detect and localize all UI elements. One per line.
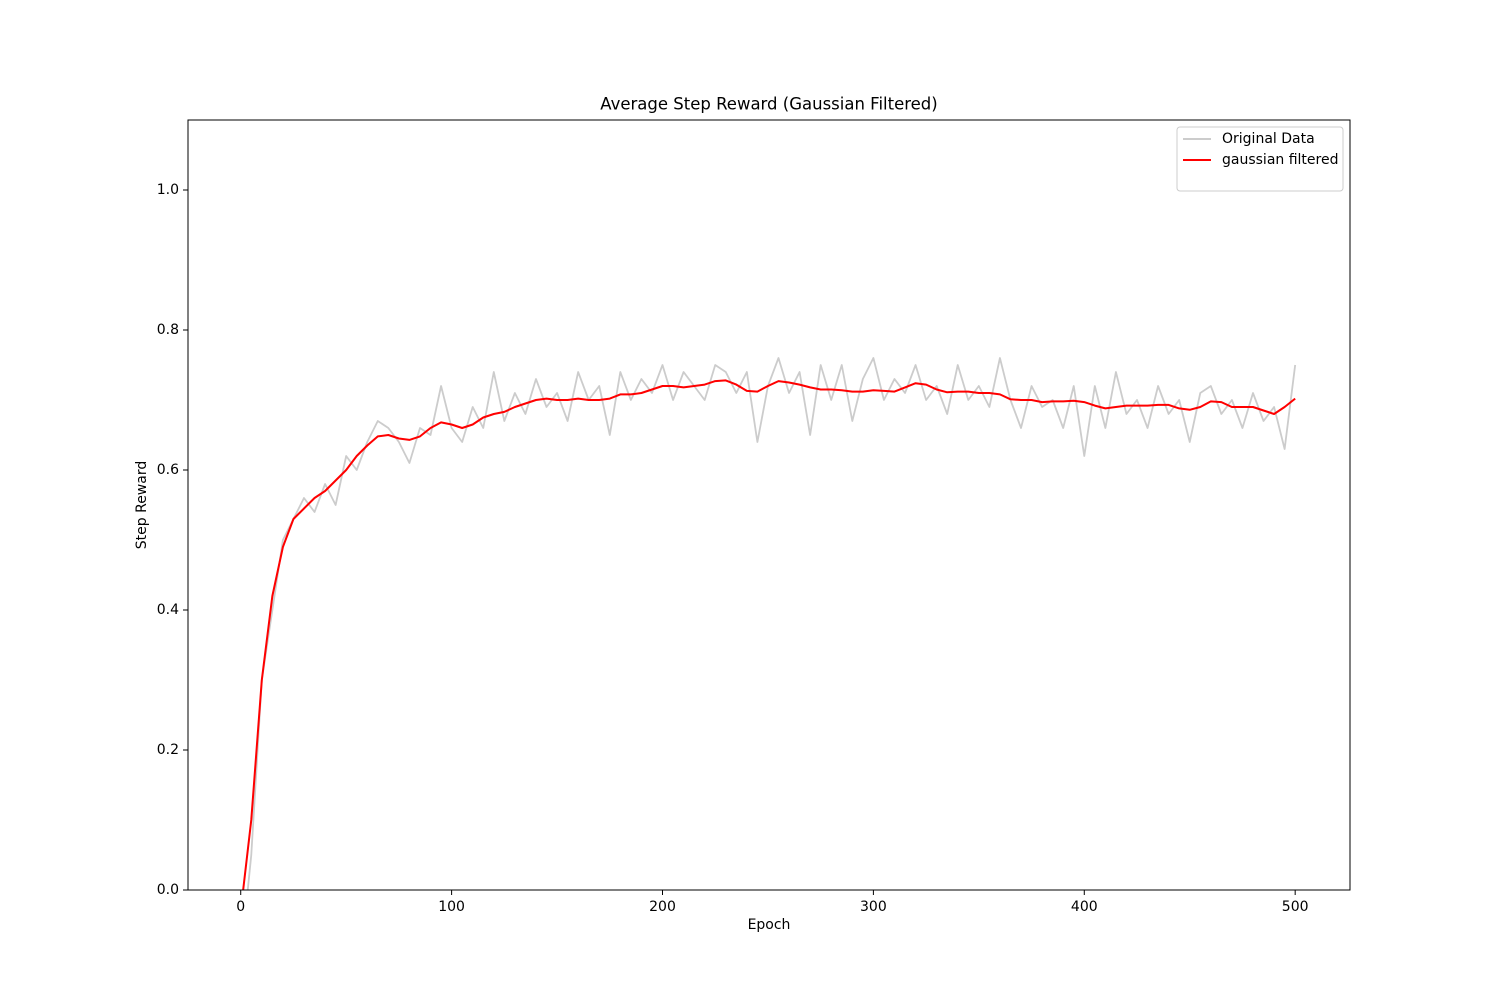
x-axis-label: Epoch xyxy=(748,917,791,933)
y-axis-label: Step Reward xyxy=(134,461,150,549)
x-tick-label: 0 xyxy=(236,899,245,915)
y-tick-label: 0.8 xyxy=(157,322,179,338)
x-tick-label: 200 xyxy=(649,899,676,915)
x-tick-label: 100 xyxy=(438,899,465,915)
legend-label: gaussian filtered xyxy=(1222,152,1338,168)
y-tick-label: 0.0 xyxy=(157,882,179,898)
y-tick-label: 0.6 xyxy=(157,462,179,478)
x-tick-label: 400 xyxy=(1071,899,1098,915)
chart-title: Average Step Reward (Gaussian Filtered) xyxy=(600,95,937,114)
legend-label: Original Data xyxy=(1222,131,1315,147)
y-tick-label: 0.4 xyxy=(157,602,179,618)
axes-frame xyxy=(187,119,1351,891)
y-tick-label: 1.0 xyxy=(157,182,179,198)
x-tick-label: 300 xyxy=(860,899,887,915)
legend-box xyxy=(1176,126,1344,192)
data-line xyxy=(242,379,1296,890)
x-tick-label: 500 xyxy=(1282,899,1309,915)
plot-area xyxy=(242,357,1297,890)
y-tick-label: 0.2 xyxy=(157,742,179,758)
